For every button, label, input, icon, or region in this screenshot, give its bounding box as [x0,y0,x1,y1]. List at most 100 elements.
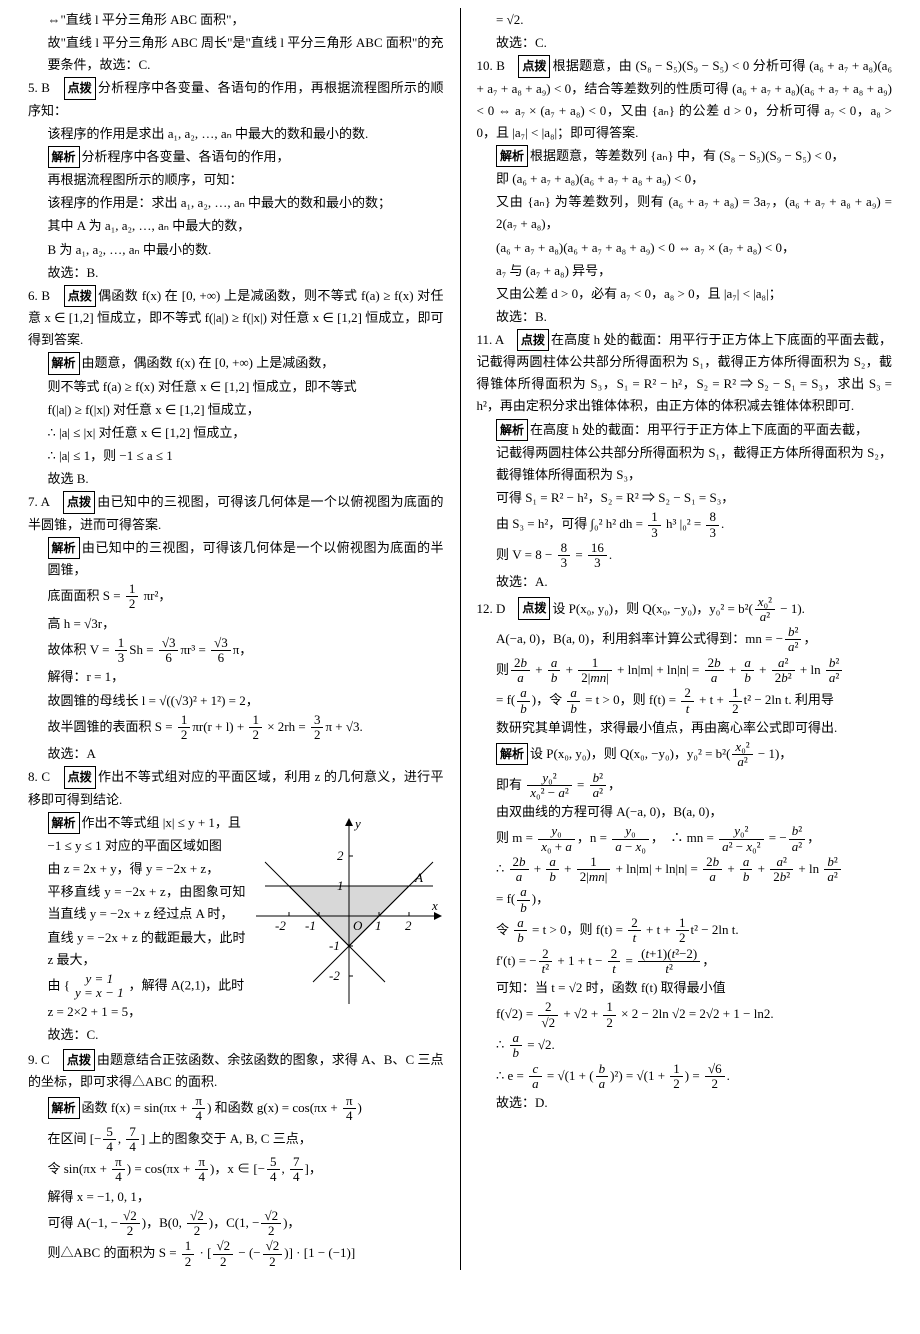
q8-graph: -2-112-2-112xyOA [254,816,444,1013]
q5-l1: 该程序的作用是求出 a₁, a₂, …, aₙ 中最大的数和最小的数. [28,123,444,145]
q8-header: 8. C 点拨作出不等式组对应的平面区域，利用 z 的几何意义，进行平移即可得到… [28,766,444,810]
left-column: ⇔"直线 l 平分三角形 ABC 面积"， 故"直线 l 平分三角形 ABC 周… [16,8,456,1270]
jiexi-tag: 解析 [48,352,80,374]
q6-l4: ∴ |a| ≤ 1，则 −1 ≤ a ≤ 1 [28,445,444,467]
q10-l3: (a₆ + a₇ + a₈)(a₆ + a₇ + a₈ + a₉) < 0 ⇔ … [477,237,893,259]
q4-line-a: ⇔"直线 l 平分三角形 ABC 面积"， [28,9,444,31]
q6-l2: f(|a|) ≥ f(|x|) 对任意 x ∈ [1,2] 恒成立， [28,399,444,421]
q7-l7: 故选：A [28,743,444,765]
q12-l2: 由双曲线的方程可得 A(−a, 0)，B(a, 0)， [477,801,893,823]
svg-text:-2: -2 [329,968,340,983]
q12-jx: 解析设 P(x₀, y₀)，则 Q(x₀, −y₀)，y₀² = b²(x₀²a… [477,740,893,770]
dianbo-tag: 点拨 [518,55,550,77]
q12-db6: = f(ab)，令 ab = t > 0，则 f(t) = 2t + t + 1… [477,686,893,716]
q8-num: 8. C [28,769,64,784]
svg-text:-2: -2 [275,918,286,933]
svg-text:y: y [353,816,361,831]
q9-jx: 解析函数 f(x) = sin(πx + π4) 和函数 g(x) = cos(… [28,1094,444,1124]
q9-l1: 在区间 [−54, 74] 上的图象交于 A, B, C 三点， [28,1125,444,1155]
q5-l5: B 为 a₁, a₂, …, aₙ 中最小的数. [28,239,444,261]
jiexi-tag: 解析 [48,146,80,168]
coordinate-graph: -2-112-2-112xyOA [254,816,444,1006]
q8-l6: 故选：C. [28,1024,444,1046]
q5-jx: 解析分析程序中各变量、各语句的作用， [28,146,444,168]
q10-l2: 又由 {aₙ} 为等差数列，则有 (a₆ + a₇ + a₈) = 3a₇，(a… [477,191,893,235]
q5-num: 5. B [28,80,64,95]
q12-l7: f′(t) = −2t² + 1 + t − 2t = (t+1)(t²−2)t… [477,947,893,977]
jiexi-tag: 解析 [48,812,80,834]
q11-l2: 可得 S₁ = R² − h²，S₂ = R² ⇒ S₂ − S₁ = S₃， [477,487,893,509]
q9-e1: = √2. [477,9,893,31]
svg-text:-1: -1 [329,938,340,953]
q7-l2: 高 h = √3r， [28,613,444,635]
q8-body: -2-112-2-112xyOA 解析作出不等式组 |x| ≤ y + 1，且 … [28,812,444,1048]
q5-header: 5. B 点拨分析程序中各变量、各语句的作用，再根据流程图所示的顺序知： [28,77,444,121]
q9-l4: 可得 A(−1, −√22)，B(0, √22)，C(1, −√22)， [28,1209,444,1239]
q11-l3: 由 S₃ = h²，可得 ∫₀² h² dh = 13 h³ |₀² = 83. [477,510,893,540]
svg-text:2: 2 [337,848,344,863]
q5-l6: 故选：B. [28,262,444,284]
q12-header: 12. D 点拨设 P(x₀, y₀)，则 Q(x₀, −y₀)，y₀² = b… [477,595,893,625]
q12-l3: 则 m = y₀x₀ + a，n = y₀a − x₀， ∴ mn = y₀²a… [477,824,893,854]
q10-l6: 故选：B. [477,306,893,328]
q6-l1: 则不等式 f(a) ≥ f(x) 对任意 x ∈ [1,2] 恒成立，即不等式 [28,376,444,398]
q10-header: 10. B 点拨根据题意，由 (S₈ − S₅)(S₉ − S₅) < 0 分析… [477,55,893,144]
q6-l5: 故选 B. [28,468,444,490]
jiexi-tag: 解析 [496,419,528,441]
q12-l1: 即有 y₀²x₀² − a² = b²a²， [477,771,893,801]
column-divider [460,8,461,1270]
q10-num: 10. B [477,58,519,73]
q12-db7: 数研究其单调性，求得最小值点，再由离心率公式即可得出. [477,717,893,739]
q7-jx: 解析由已知中的三视图，可得该几何体是一个以俯视图为底面的半圆锥， [28,537,444,581]
q9-num: 9. C [28,1052,63,1067]
q9-e2: 故选：C. [477,32,893,54]
jiexi-tag: 解析 [48,537,80,559]
dianbo-tag: 点拨 [518,597,550,619]
q9-l3: 解得 x = −1, 0, 1， [28,1186,444,1208]
svg-text:2: 2 [405,918,412,933]
q6-jx: 解析由题意，偶函数 f(x) 在 [0, +∞) 上是减函数， [28,352,444,374]
q9-header: 9. C 点拨由题意结合正弦函数、余弦函数的图象，求得 A、B、C 三点的坐标，… [28,1049,444,1093]
q12-l5: = f(ab)， [477,885,893,915]
q12-l9: f(√2) = 2√2 + √2 + 12 × 2 − 2ln √2 = 2√2… [477,1000,893,1030]
dianbo-tag: 点拨 [64,285,96,307]
q10-l5: 又由公差 d > 0，必有 a₇ < 0，a₈ > 0，且 |a₇| < |a₈… [477,283,893,305]
dianbo-tag: 点拨 [517,329,549,351]
q11-jx: 解析在高度 h 处的截面：用平行于正方体上下底面的平面去截， [477,419,893,441]
q7-header: 7. A 点拨由已知中的三视图，可得该几何体是一个以俯视图为底面的半圆锥，进而可… [28,491,444,535]
dianbo-tag: 点拨 [64,77,96,99]
q6-header: 6. B 点拨偶函数 f(x) 在 [0, +∞) 上是减函数，则不等式 f(a… [28,285,444,352]
q5-l2: 再根据流程图所示的顺序，可知： [28,169,444,191]
q7-l5: 故圆锥的母线长 l = √((√3)² + 1²) = 2， [28,690,444,712]
svg-text:-1: -1 [305,918,316,933]
right-column: = √2. 故选：C. 10. B 点拨根据题意，由 (S₈ − S₅)(S₉ … [465,8,905,1270]
svg-text:1: 1 [337,878,344,893]
svg-text:1: 1 [375,918,382,933]
q7-l6: 故半圆锥的表面积 S = 12πr(r + l) + 12 × 2rh = 32… [28,713,444,743]
q9-l2: 令 sin(πx + π4) = cos(πx + π4)，x ∈ [−54, … [28,1155,444,1185]
q6-num: 6. B [28,288,64,303]
q12-l6: 令 ab = t > 0，则 f(t) = 2t + t + 12t² − 2l… [477,916,893,946]
q11-header: 11. A 点拨在高度 h 处的截面：用平行于正方体上下底面的平面去截，记截得两… [477,329,893,418]
q10-l1: 即 (a₆ + a₇ + a₈)(a₆ + a₇ + a₈ + a₉) < 0， [477,168,893,190]
dianbo-tag: 点拨 [64,766,96,788]
dianbo-tag: 点拨 [63,491,95,513]
jiexi-tag: 解析 [48,1097,80,1119]
q12-db5: 则2ba + ab + 12|mn| + ln|m| + ln|n| = 2ba… [477,656,893,686]
q11-l4: 则 V = 8 − 83 = 163. [477,541,893,571]
q6-l3: ∴ |a| ≤ |x| 对任意 x ∈ [1,2] 恒成立， [28,422,444,444]
q12-l11: ∴ e = ca = √(1 + (ba)²) = √(1 + 12) = √6… [477,1062,893,1092]
q9-l5: 则△ABC 的面积为 S = 12 · [√22 − (−√22)] · [1 … [28,1239,444,1269]
q10-l4: a₇ 与 (a₇ + a₈) 异号， [477,260,893,282]
q12-l10: ∴ ab = √2. [477,1031,893,1061]
svg-text:x: x [431,898,438,913]
svg-text:O: O [353,918,363,933]
q7-l3: 故体积 V = 13Sh = √36πr³ = √36π， [28,636,444,666]
q10-jx: 解析根据题意，等差数列 {aₙ} 中，有 (S₈ − S₅)(S₉ − S₅) … [477,145,893,167]
q4-line-b: 故"直线 l 平分三角形 ABC 周长"是"直线 l 平分三角形 ABC 面积"… [28,32,444,76]
q12-num: 12. D [477,600,519,615]
q12-db3: A(−a, 0)，B(a, 0)，利用斜率计算公式得到：mn = −b²a²， [477,625,893,655]
two-column-layout: ⇔"直线 l 平分三角形 ABC 面积"， 故"直线 l 平分三角形 ABC 周… [16,8,904,1270]
q5-l3: 该程序的作用是：求出 a₁, a₂, …, aₙ 中最大的数和最小的数； [28,192,444,214]
q12-l8: 可知：当 t = √2 时，函数 f(t) 取得最小值 [477,977,893,999]
